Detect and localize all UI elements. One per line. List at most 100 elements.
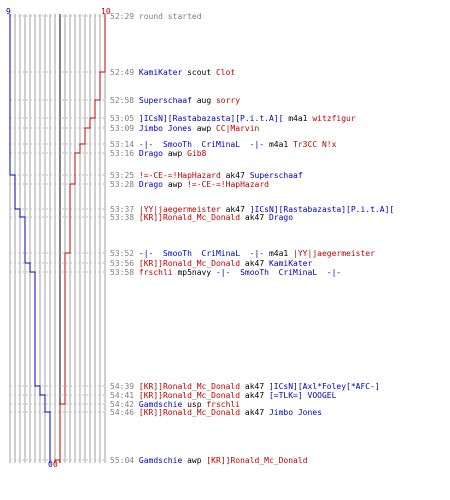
player-name: [KR]]Ronald_Mc_Donald	[138, 259, 241, 268]
player-name: [KR]]Ronald_Mc_Donald	[138, 213, 241, 222]
event-time: 54:42	[110, 400, 139, 409]
weapon-name: usp	[182, 400, 207, 409]
event-time: 55:04	[110, 456, 139, 465]
event-time: 53:25	[110, 171, 139, 180]
kill-event-row: 53:38 [KR]]Ronald_Mc_Donald ak47 Drago	[110, 213, 293, 222]
red-start-score: 10	[101, 7, 111, 16]
weapon-name: awp	[163, 149, 188, 158]
event-time: 53:28	[110, 180, 139, 189]
kill-event-row: 55:04 Gamdschie awp [KR]]Ronald_Mc_Donal…	[110, 456, 308, 465]
kill-event-row: 53:56 [KR]]Ronald_Mc_Donald ak47 KamiKat…	[110, 259, 312, 268]
player-name: -|- SmooTh CriMinaL -|-	[138, 249, 265, 258]
kill-event-row: 53:05 ]ICsN][Rastabazasta][P.i.t.A][ m4a…	[110, 114, 356, 123]
kill-timeline-chart	[9, 14, 106, 463]
weapon-name: m4a1	[264, 249, 294, 258]
player-name: CC|Marvin	[215, 124, 260, 133]
player-name: Drago	[268, 213, 294, 222]
player-name: KamiKater	[268, 259, 313, 268]
kill-event-row: 53:25 !=-CE-=!HapHazard ak47 Superschaaf	[110, 171, 303, 180]
player-name: -|- SmooTh CriMinaL -|-	[138, 140, 265, 149]
kill-event-row: 53:14 -|- SmooTh CriMinaL -|- m4a1 Tr3CC…	[110, 140, 336, 149]
event-time: 53:14	[110, 140, 139, 149]
player-name: Gamdschie	[138, 456, 183, 465]
player-name: [KR]]Ronald_Mc_Donald	[138, 382, 241, 391]
kill-event-row: 53:09 Jimbo Jones awp CC|Marvin	[110, 124, 259, 133]
player-name: frschli	[138, 268, 173, 277]
kill-event-row: 54:42 Gamdschie usp frschli	[110, 400, 240, 409]
blue-start-score: 9	[6, 7, 11, 16]
red-end-score: 0	[53, 460, 58, 469]
blue-end-score: 0	[48, 460, 53, 469]
player-name: Gamdschie	[138, 400, 183, 409]
player-name: Drago	[138, 180, 163, 189]
event-time: 54:46	[110, 408, 139, 417]
event-time: 53:56	[110, 259, 139, 268]
player-name: ]ICsN][Axl*Foley[*AFC-]	[268, 382, 380, 391]
kill-event-row: 53:58 frschli mp5navy -|- SmooTh CriMina…	[110, 268, 341, 277]
kill-event-row: 53:16 Drago awp Gib8	[110, 149, 206, 158]
event-time: 52:58	[110, 96, 139, 105]
weapon-name: aug	[191, 96, 216, 105]
player-name: Superschaaf	[249, 171, 303, 180]
event-time: 54:39	[110, 382, 139, 391]
player-name: frschli	[206, 400, 241, 409]
weapon-name: ak47	[240, 382, 269, 391]
event-time: 53:05	[110, 114, 139, 123]
player-name: Clot	[215, 68, 236, 77]
weapon-name: ak47	[240, 408, 269, 417]
weapon-name: scout	[182, 68, 216, 77]
kill-event-row: 53:37 |YY|jaegermeister ak47 ]ICsN][Rast…	[110, 205, 394, 214]
event-text: round started	[138, 12, 202, 21]
player-name: Superschaaf	[138, 96, 192, 105]
player-name: !=-CE-=!HapHazard	[138, 171, 221, 180]
weapon-name: ak47	[240, 391, 269, 400]
player-name: !=-CE-=!HapHazard	[187, 180, 269, 189]
weapon-name: m4a1	[264, 140, 294, 149]
weapon-name: awp	[163, 180, 188, 189]
player-name: [KR]]Ronald_Mc_Donald	[138, 408, 241, 417]
player-name: KamiKater	[138, 68, 183, 77]
event-time: 53:37	[110, 205, 139, 214]
player-name: sorry	[215, 96, 241, 105]
player-name: Drago	[138, 149, 163, 158]
kill-event-row: 53:52 -|- SmooTh CriMinaL -|- m4a1 |YY|j…	[110, 249, 375, 258]
kill-event-row: 54:46 [KR]]Ronald_Mc_Donald ak47 Jimbo J…	[110, 408, 322, 417]
event-time: 53:38	[110, 213, 139, 222]
player-name: -|- SmooTh CriMinaL -|-	[215, 268, 342, 277]
player-name: ]ICsN][Rastabazasta][P.i.t.A][	[138, 114, 284, 123]
red-team-alive-line	[54, 14, 106, 463]
weapon-name: ak47	[240, 213, 269, 222]
player-name: Jimbo Jones	[268, 408, 322, 417]
event-time: 53:58	[110, 268, 139, 277]
event-time: 52:49	[110, 68, 139, 77]
kill-event-row: 53:28 Drago awp !=-CE-=!HapHazard	[110, 180, 269, 189]
weapon-name: ak47	[220, 205, 250, 214]
event-time: 54:41	[110, 391, 139, 400]
kill-event-row: 52:58 Superschaaf aug sorry	[110, 96, 240, 105]
player-name: [KR]]Ronald_Mc_Donald	[206, 456, 308, 465]
player-name: Tr3CC N!x	[293, 140, 337, 149]
weapon-name: ak47	[240, 259, 269, 268]
player-name: witzfigur	[312, 114, 356, 123]
blue-team-alive-line	[9, 14, 51, 463]
player-name: Gib8	[187, 149, 207, 158]
player-name: |YY|jaegermeister	[138, 205, 221, 214]
kill-event-row: 52:49 KamiKater scout Clot	[110, 68, 235, 77]
player-name: ]ICsN][Rastabazasta][P.i.t.A][	[249, 205, 395, 214]
kill-event-row: 54:39 [KR]]Ronald_Mc_Donald ak47 ]ICsN][…	[110, 382, 380, 391]
player-name: Jimbo Jones	[138, 124, 192, 133]
kill-event-row: 54:41 [KR]]Ronald_Mc_Donald ak47 [=TLK=]…	[110, 391, 336, 400]
player-name: [KR]]Ronald_Mc_Donald	[138, 391, 241, 400]
event-time: 52:29	[110, 12, 139, 21]
weapon-name: m4a1	[283, 114, 313, 123]
player-name: [=TLK=] VOOGEL	[268, 391, 337, 400]
event-time: 53:09	[110, 124, 139, 133]
event-time: 53:52	[110, 249, 139, 258]
weapon-name: mp5navy	[172, 268, 216, 277]
weapon-name: ak47	[220, 171, 250, 180]
event-time: 53:16	[110, 149, 139, 158]
weapon-name: awp	[191, 124, 216, 133]
weapon-name: awp	[182, 456, 207, 465]
player-name: |YY|jaegermeister	[293, 249, 375, 258]
kill-event-row: 52:29 round started	[110, 12, 202, 21]
